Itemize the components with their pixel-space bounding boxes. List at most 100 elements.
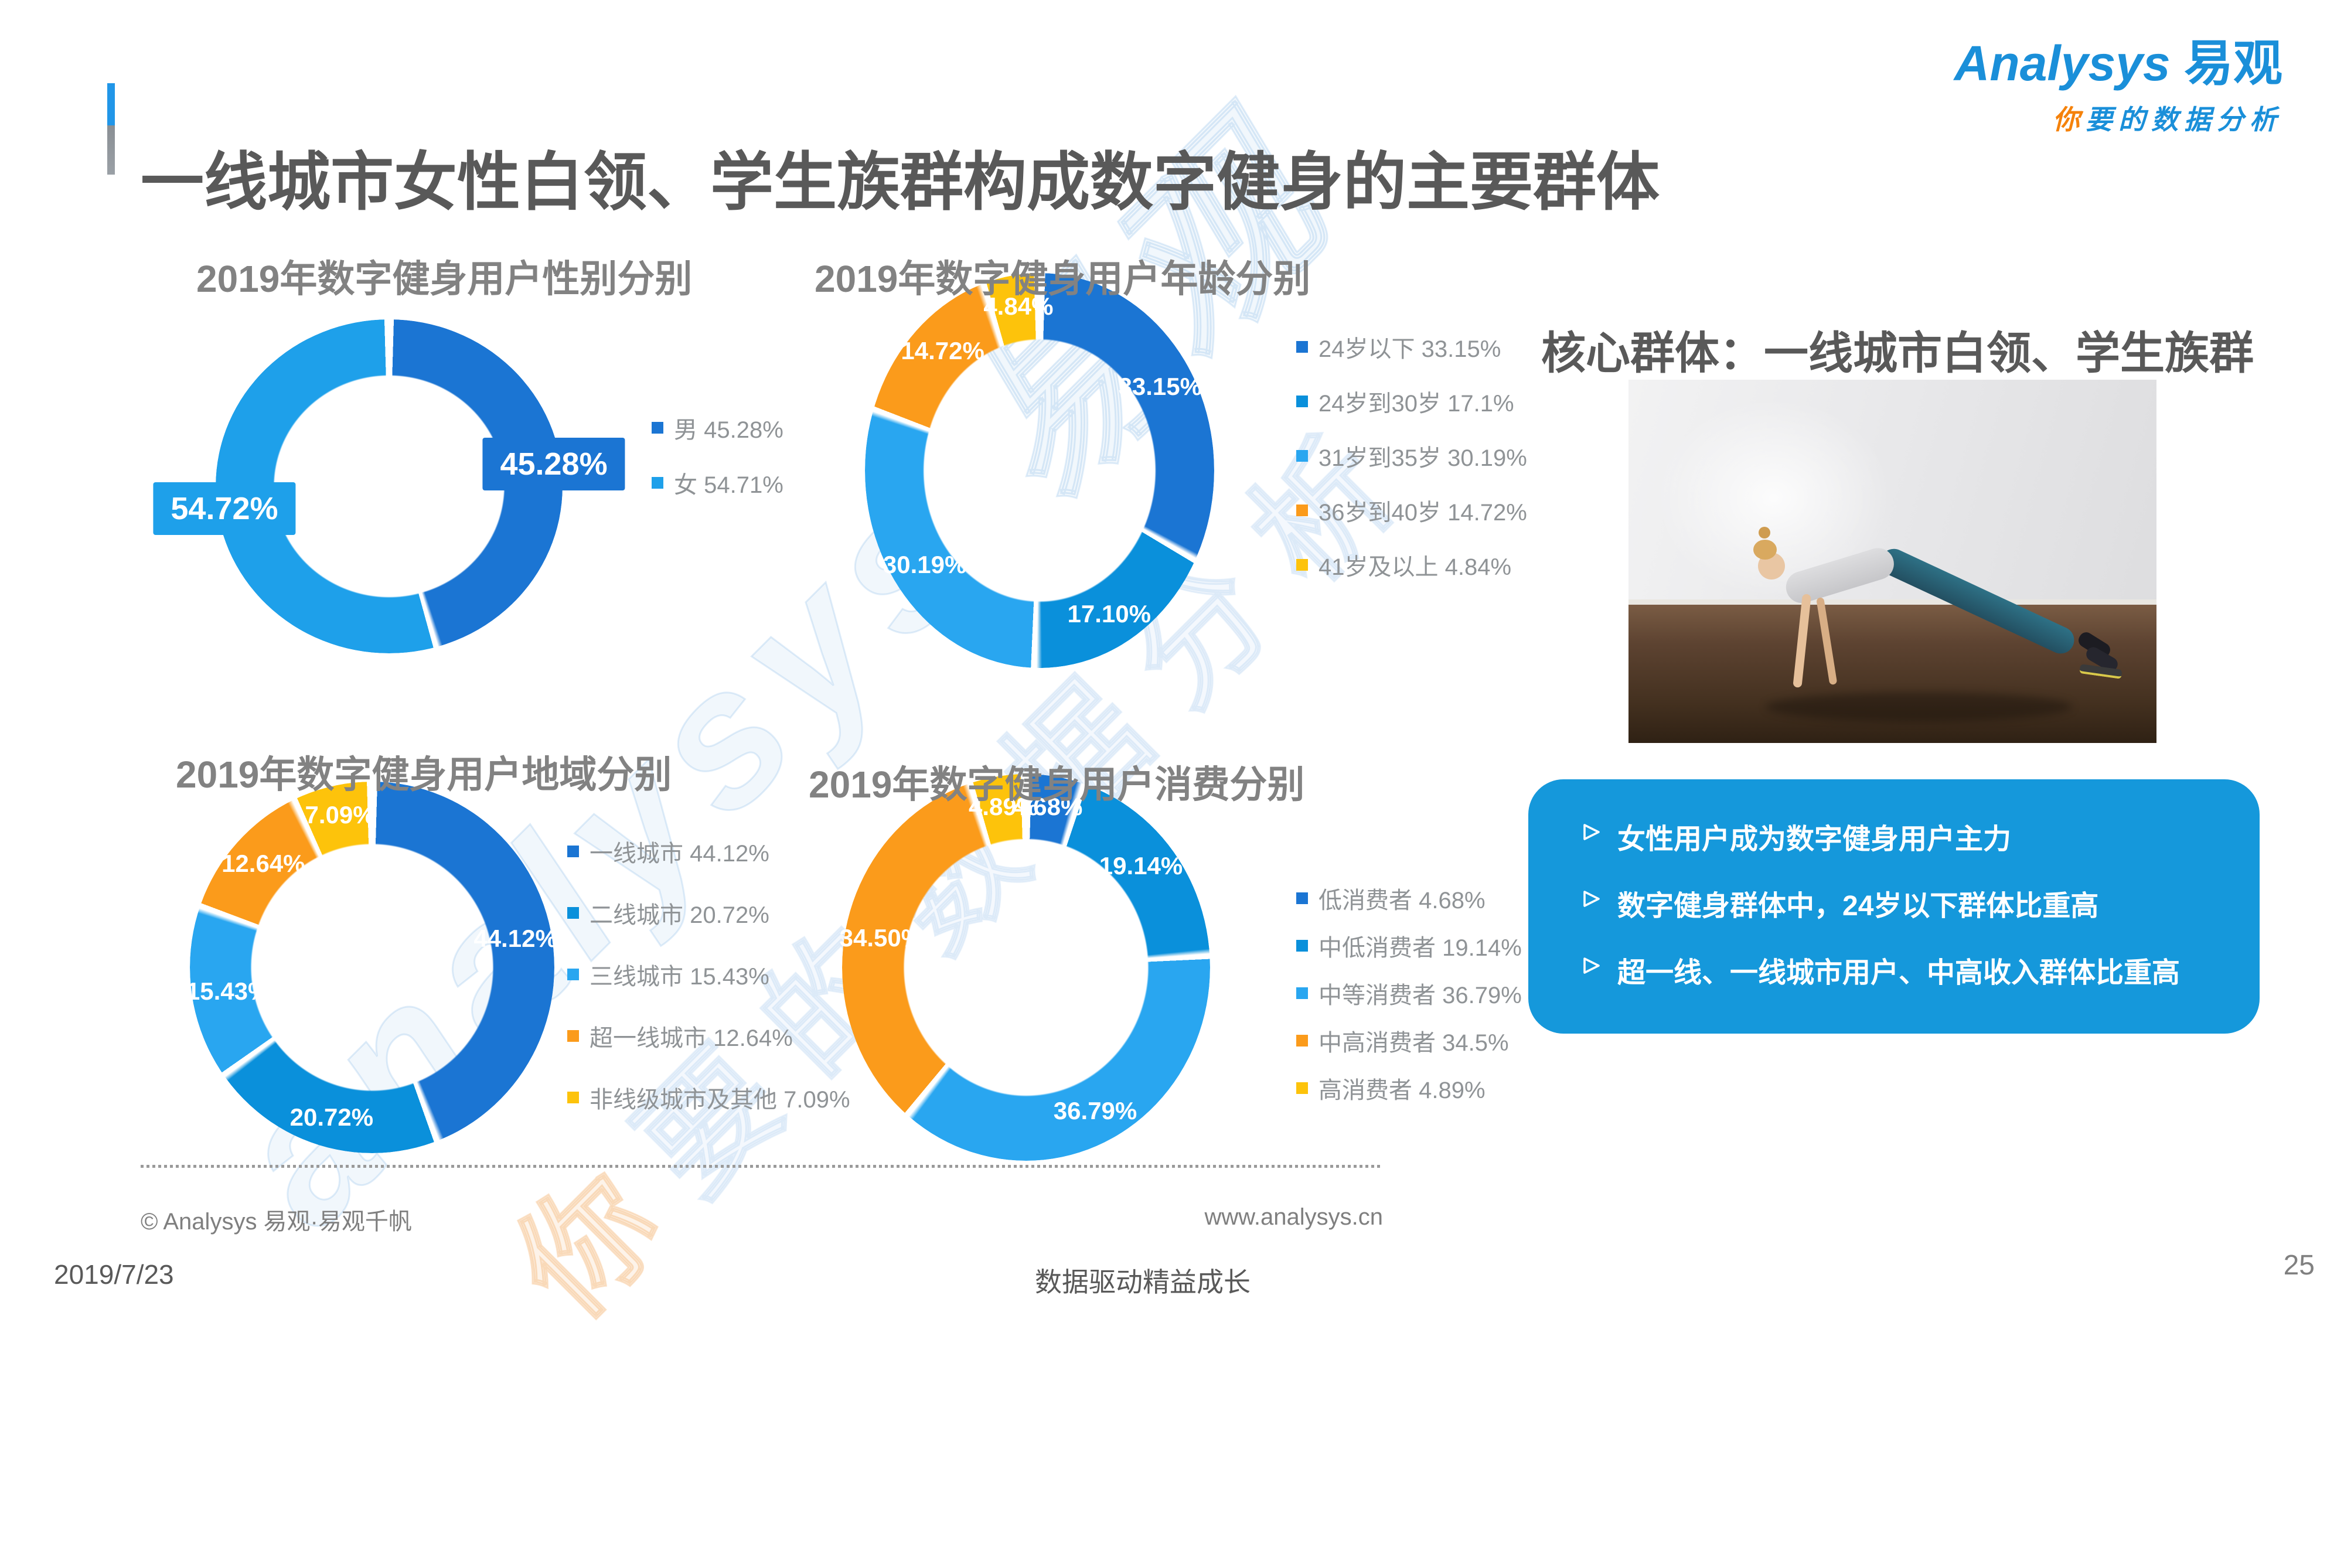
legend-label: 中等消费者 36.79% [1318, 982, 1522, 1008]
legend-swatch-icon [567, 1030, 579, 1042]
chart-region-value-label: 12.64% [222, 849, 305, 877]
callout-bullet-list: 女性用户成为数字健身用户主力数字健身群体中，24岁以下群体比重高超一线、一线城市… [1581, 816, 2224, 990]
chart-consumption-value-label: 4.68% [1013, 792, 1083, 820]
logo-tagline-first: 你 [2053, 104, 2086, 135]
chart-consumption-legend-item: 中低消费者 19.14% [1296, 922, 1522, 969]
chart-region-legend: 一线城市 44.12% 二线城市 20.72% 三线城市 15.43% 超一线城市 1… [567, 820, 850, 1128]
photo-floor [1628, 605, 2156, 743]
chart-region-value-label: 7.09% [305, 801, 375, 829]
legend-label: 非线级城市及其他 7.09% [590, 1086, 850, 1113]
footer-divider [141, 1165, 1383, 1168]
analysys-logo: Analysys 易观 你要的数据分析 [1954, 36, 2282, 137]
chart-region-value-label: 20.72% [289, 1103, 374, 1131]
chart-age-legend-item: 36岁到40岁 14.72% [1296, 483, 1527, 537]
legend-label: 三线城市 15.43% [590, 963, 769, 990]
footer-site-url: www.analysys.cn [1204, 1204, 1383, 1230]
chart-consumption-value-label: 36.79% [1053, 1096, 1137, 1124]
legend-label: 中高消费者 34.5% [1318, 1030, 1509, 1056]
chart-consumption-value-label: 4.89% [969, 793, 1039, 821]
chart-region-value-label: 15.43% [186, 977, 270, 1005]
legend-swatch-icon [1296, 395, 1308, 407]
title-accent-bar [107, 83, 115, 175]
chart-consumption-legend-item: 高消费者 4.89% [1296, 1064, 1522, 1112]
legend-label: 24岁以下 33.15% [1318, 336, 1501, 362]
legend-swatch-icon [1296, 987, 1308, 999]
arrow-bullet-icon [1581, 955, 1602, 976]
logo-brand-en: Analysys [1954, 36, 2171, 91]
page-title: 一线城市女性白领、学生族群构成数字健身的主要群体 [141, 146, 1660, 218]
chart-consumption-value-label: 34.50% [839, 924, 924, 952]
chart-age-title: 2019年数字健身用户年龄分别 [815, 258, 1311, 301]
chart-age-value-label: 33.15% [1118, 373, 1202, 401]
chart-gender-legend-item: 男 45.28% [652, 400, 783, 455]
callout-bullet-text: 超一线、一线城市用户、中高收入群体比重高 [1617, 957, 2181, 988]
legend-swatch-icon [567, 1091, 579, 1103]
legend-label: 41岁及以上 4.84% [1318, 554, 1512, 580]
chart-age-value-label: 30.19% [883, 551, 967, 579]
callout-bullet-text: 女性用户成为数字健身用户主力 [1617, 824, 2012, 855]
key-findings-callout: 女性用户成为数字健身用户主力数字健身群体中，24岁以下群体比重高超一线、一线城市… [1528, 779, 2260, 1034]
legend-swatch-icon [1296, 340, 1308, 353]
legend-label: 超一线城市 12.64% [590, 1025, 793, 1051]
chart-consumption-legend-item: 低消费者 4.68% [1296, 874, 1522, 922]
legend-label: 中低消费者 19.14% [1318, 935, 1522, 961]
legend-swatch-icon [652, 422, 663, 434]
logo-brand: Analysys 易观 [1954, 36, 2282, 90]
legend-swatch-icon [1296, 504, 1308, 516]
chart-age-legend-item: 41岁及以上 4.84% [1296, 537, 1527, 592]
callout-bullet: 超一线、一线城市用户、中高收入群体比重高 [1581, 949, 2224, 990]
core-group-heading: 核心群体：一线城市白领、学生族群 [1541, 329, 2254, 379]
arrow-bullet-icon [1581, 888, 1602, 909]
legend-label: 31岁到35岁 30.19% [1318, 445, 1527, 471]
page-number: 25 [2283, 1250, 2315, 1281]
chart-region-legend-item: 非线级城市及其他 7.09% [567, 1066, 850, 1128]
legend-label: 高消费者 4.89% [1318, 1077, 1486, 1103]
chart-region-legend-item: 一线城市 44.12% [567, 820, 850, 882]
logo-brand-cn: 易观 [2183, 36, 2282, 91]
legend-swatch-icon [1296, 558, 1308, 571]
photo-shadow [1766, 692, 2072, 721]
legend-label: 二线城市 20.72% [590, 902, 769, 928]
chart-region-ring [190, 782, 554, 1153]
legend-label: 24岁到30岁 17.1% [1318, 390, 1514, 417]
chart-region-legend-item: 超一线城市 12.64% [567, 1005, 850, 1066]
chart-consumption-legend: 低消费者 4.68% 中低消费者 19.14% 中等消费者 36.79% 中高消费者 … [1296, 874, 1522, 1112]
chart-region-title: 2019年数字健身用户地域分别 [176, 754, 672, 796]
chart-consumption-legend-item: 中高消费者 34.5% [1296, 1017, 1522, 1064]
legend-swatch-icon [652, 477, 663, 489]
legend-swatch-icon [1296, 1034, 1308, 1047]
photo-person-hair [1753, 539, 1777, 560]
chart-gender-legend-item: 女 54.71% [652, 455, 783, 510]
chart-consumption-donut: 4.68% 19.14% 36.79% 34.50% 4.89% [839, 774, 1210, 1161]
chart-region-value-label: 44.12% [473, 925, 557, 953]
chart-age-legend: 24岁以下 33.15% 24岁到30岁 17.1% 31岁到35岁 30.19% 3… [1296, 319, 1527, 592]
legend-swatch-icon [567, 906, 579, 919]
logo-tagline-rest: 要的数据分析 [2086, 104, 2282, 135]
chart-region-legend-item: 二线城市 20.72% [567, 882, 850, 943]
legend-swatch-icon [567, 845, 579, 857]
chart-consumption-ring [842, 774, 1210, 1161]
legend-label: 36岁到40岁 14.72% [1318, 499, 1527, 526]
legend-label: 男 45.28% [674, 417, 783, 443]
chart-age-legend-item: 24岁以下 33.15% [1296, 319, 1527, 374]
logo-tagline: 你要的数据分析 [1954, 98, 2282, 137]
chart-age-value-label: 4.84% [983, 292, 1054, 321]
chart-gender-title: 2019年数字健身用户性别分别 [196, 258, 693, 301]
legend-swatch-icon [1296, 1082, 1308, 1094]
legend-swatch-icon [1296, 939, 1308, 952]
chart-gender-donut: 45.28% 54.72% [153, 319, 625, 653]
footer-date: 2019/7/23 [54, 1259, 174, 1290]
chart-consumption-legend-item: 中等消费者 36.79% [1296, 969, 1522, 1017]
callout-bullet-text: 数字健身群体中，24岁以下群体比重高 [1617, 891, 2099, 922]
legend-swatch-icon [1296, 892, 1308, 904]
legend-swatch-icon [1296, 449, 1308, 462]
chart-gender-value-label: 54.72% [153, 482, 296, 535]
photo-person-hair-bun [1758, 527, 1770, 539]
chart-region-legend-item: 三线城市 15.43% [567, 943, 850, 1005]
chart-age-value-label: 14.72% [901, 337, 984, 365]
footer-copyright: © Analysys 易观·易观千帆 [141, 1209, 412, 1235]
footer-slogan: 数据驱动精益成长 [1035, 1267, 1251, 1297]
chart-gender-legend: 男 45.28% 女 54.71% [652, 400, 783, 510]
legend-label: 低消费者 4.68% [1318, 887, 1486, 913]
photo-baseboard [1628, 599, 2156, 605]
